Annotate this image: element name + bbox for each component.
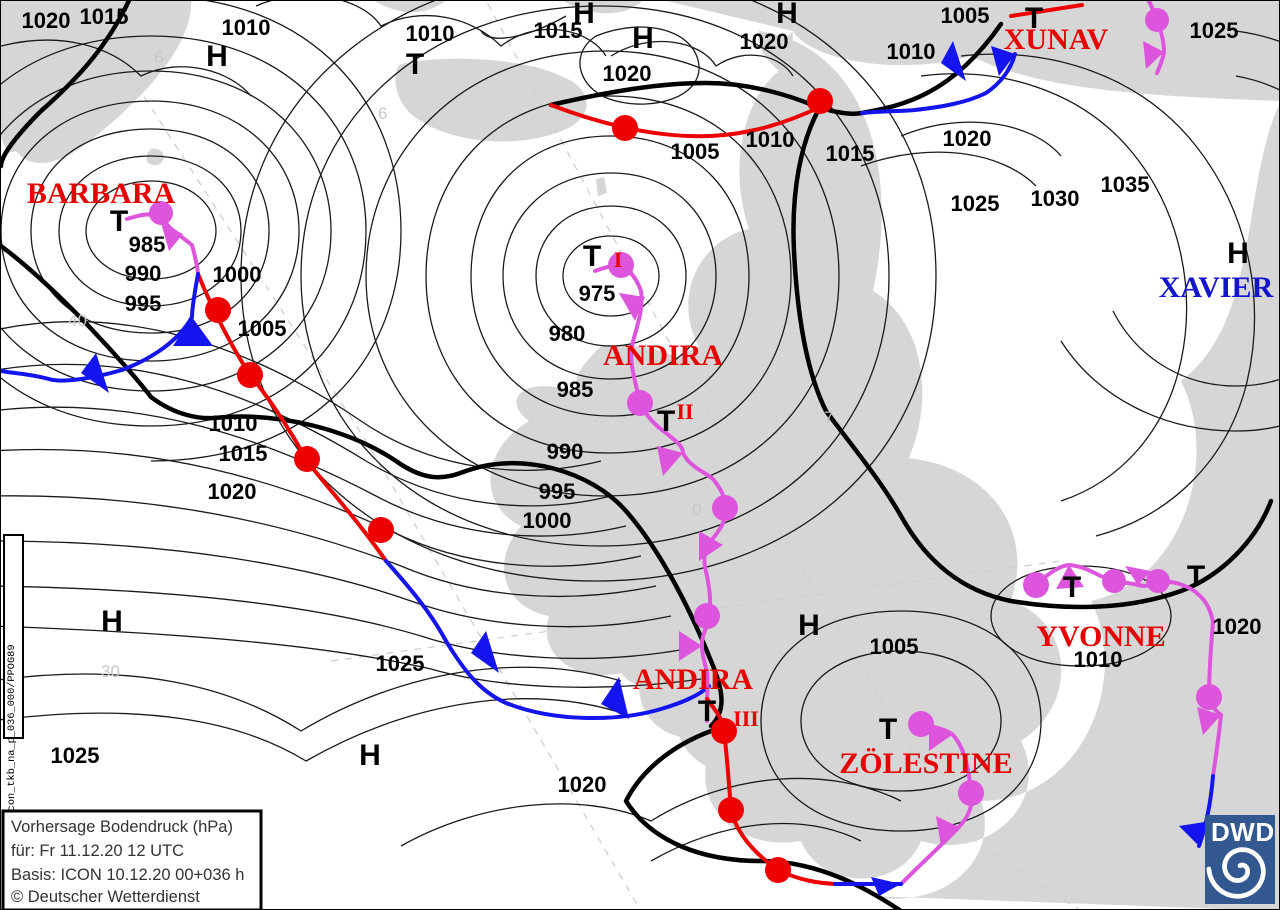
svg-text:H: H bbox=[798, 609, 820, 642]
svg-text:H: H bbox=[632, 22, 654, 55]
svg-text:T: T bbox=[1187, 560, 1205, 593]
svg-text:Vorhersage Bodendruck (hPa): Vorhersage Bodendruck (hPa) bbox=[11, 818, 233, 836]
svg-text:0: 0 bbox=[692, 500, 701, 519]
svg-text:1015: 1015 bbox=[219, 441, 268, 466]
svg-text:1005: 1005 bbox=[870, 634, 919, 659]
svg-text:I: I bbox=[614, 247, 623, 272]
svg-text:1020: 1020 bbox=[1213, 614, 1262, 639]
svg-text:XAVIER: XAVIER bbox=[1159, 271, 1274, 304]
svg-text:975: 975 bbox=[579, 281, 616, 306]
svg-text:1025: 1025 bbox=[1190, 18, 1239, 43]
svg-text:1020: 1020 bbox=[603, 61, 652, 86]
svg-text:YVONNE: YVONNE bbox=[1036, 620, 1165, 653]
svg-text:T: T bbox=[1063, 571, 1081, 604]
svg-text:980: 980 bbox=[549, 321, 586, 346]
svg-text:985: 985 bbox=[557, 377, 594, 402]
svg-text:Basis: ICON 10.12.20 00+036 h: Basis: ICON 10.12.20 00+036 h bbox=[11, 866, 244, 884]
svg-text:6: 6 bbox=[378, 104, 387, 123]
svg-text:1010: 1010 bbox=[887, 39, 936, 64]
svg-text:T: T bbox=[698, 695, 716, 728]
svg-text:icon_tkb_na_p_036_000/PPOG89: icon_tkb_na_p_036_000/PPOG89 bbox=[6, 644, 18, 817]
svg-text:1000: 1000 bbox=[523, 508, 572, 533]
svg-text:1000: 1000 bbox=[213, 262, 262, 287]
svg-text:1010: 1010 bbox=[209, 411, 258, 436]
svg-text:T: T bbox=[406, 48, 424, 81]
svg-text:ANDIRA: ANDIRA bbox=[603, 339, 723, 372]
svg-text:1020: 1020 bbox=[943, 126, 992, 151]
svg-text:H: H bbox=[776, 1, 798, 30]
svg-text:990: 990 bbox=[547, 439, 584, 464]
svg-text:1015: 1015 bbox=[826, 141, 875, 166]
svg-text:6: 6 bbox=[154, 48, 163, 67]
svg-text:H: H bbox=[101, 605, 123, 638]
svg-text:© Deutscher Wetterdienst: © Deutscher Wetterdienst bbox=[11, 888, 200, 906]
svg-text:1005: 1005 bbox=[238, 316, 287, 341]
svg-text:1035: 1035 bbox=[1101, 172, 1150, 197]
svg-text:ZÖLESTINE: ZÖLESTINE bbox=[839, 747, 1012, 780]
svg-text:1015: 1015 bbox=[80, 4, 129, 29]
svg-text:1020: 1020 bbox=[558, 772, 607, 797]
svg-text:1020: 1020 bbox=[740, 29, 789, 54]
svg-text:H: H bbox=[359, 739, 381, 772]
svg-text:T: T bbox=[583, 240, 601, 273]
svg-text:40: 40 bbox=[68, 311, 87, 330]
svg-text:II: II bbox=[676, 399, 693, 424]
svg-text:T: T bbox=[657, 405, 675, 438]
svg-text:1020: 1020 bbox=[208, 479, 257, 504]
svg-text:H: H bbox=[1227, 237, 1249, 270]
svg-text:1020: 1020 bbox=[22, 8, 71, 33]
svg-text:ANDIRA: ANDIRA bbox=[633, 663, 753, 696]
svg-text:1010: 1010 bbox=[406, 21, 455, 46]
svg-text:1030: 1030 bbox=[1031, 186, 1080, 211]
svg-text:1025: 1025 bbox=[51, 743, 100, 768]
svg-text:BARBARA: BARBARA bbox=[27, 177, 176, 210]
svg-text:III: III bbox=[733, 706, 759, 731]
svg-text:1010: 1010 bbox=[746, 127, 795, 152]
svg-text:1025: 1025 bbox=[951, 191, 1000, 216]
svg-text:1010: 1010 bbox=[222, 15, 271, 40]
svg-text:1005: 1005 bbox=[941, 3, 990, 28]
svg-text:DWD: DWD bbox=[1211, 817, 1275, 847]
svg-text:T: T bbox=[879, 713, 897, 746]
svg-text:H: H bbox=[206, 40, 228, 73]
svg-text:für: Fr 11.12.20 12 UTC: für: Fr 11.12.20 12 UTC bbox=[11, 842, 184, 860]
svg-text:995: 995 bbox=[125, 291, 162, 316]
svg-text:30: 30 bbox=[101, 662, 120, 681]
svg-text:1025: 1025 bbox=[376, 651, 425, 676]
svg-text:1005: 1005 bbox=[671, 139, 720, 164]
svg-text:990: 990 bbox=[125, 261, 162, 286]
svg-text:985: 985 bbox=[129, 232, 166, 257]
svg-text:7: 7 bbox=[824, 408, 833, 427]
svg-text:H: H bbox=[573, 1, 595, 30]
svg-text:995: 995 bbox=[539, 479, 576, 504]
svg-text:XUNAV: XUNAV bbox=[1004, 23, 1109, 56]
